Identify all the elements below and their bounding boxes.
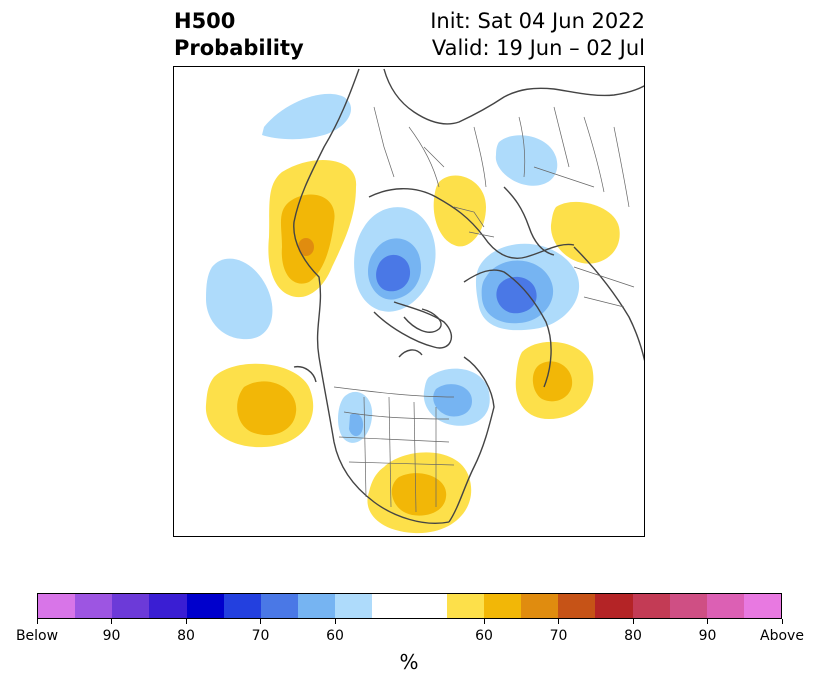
colorbar-segment: [38, 594, 76, 618]
colorbar-tick: [111, 619, 112, 624]
below-ecan-70: [433, 384, 472, 417]
title-variable: H500: [174, 9, 236, 33]
colorbar-tick: [185, 619, 187, 624]
above-npac-70: [237, 381, 297, 436]
colorbar-tick: [632, 619, 634, 624]
coastlines: [293, 68, 644, 524]
below-nepac-60: [206, 258, 273, 340]
colorbar-segment: [372, 594, 410, 618]
colorbar-segment: [558, 594, 596, 618]
colorbar-tick-label: 70: [549, 628, 568, 644]
colorbar-segment: [186, 594, 224, 618]
above-caspian-60: [550, 201, 620, 264]
probability-map: [205, 68, 644, 534]
colorbar-tick-label: Above: [760, 628, 804, 644]
colorbar-tick: [334, 619, 336, 624]
valid-range: Valid: 19 Jun – 02 Jul: [431, 36, 645, 60]
colorbar-segment: [298, 594, 336, 618]
below-barents-80: [496, 276, 537, 314]
title-product: Probability: [174, 36, 304, 60]
colorbar-segment: [112, 594, 150, 618]
colorbar-tick-label: Below: [15, 628, 59, 644]
colorbar-tick-label: 90: [698, 628, 717, 644]
colorbar-segment: [75, 594, 113, 618]
above-atl-70: [532, 361, 573, 402]
colorbar-tick-label: 80: [624, 628, 642, 644]
colorbar-tick-label: 70: [251, 628, 270, 644]
init-date: Init: Sat 04 Jun 2022: [430, 9, 645, 33]
colorbar-segment: [632, 594, 670, 618]
below-bering-60: [262, 93, 352, 140]
above-scand-60: [433, 175, 486, 247]
below-wus-70: [349, 413, 364, 437]
colorbar-segment: [595, 594, 633, 618]
anomaly-shading: [205, 93, 620, 534]
colorbar-segment: [223, 594, 261, 618]
colorbar: [37, 593, 782, 619]
below-eeur-60: [495, 135, 558, 186]
below-esib-80: [376, 254, 411, 292]
colorbar-segment: [260, 594, 299, 618]
map-title: H500 Probability: [174, 8, 304, 62]
colorbar-tick-label: 90: [102, 628, 121, 644]
colorbar-segment: [149, 594, 187, 618]
colorbar-tick: [781, 619, 783, 624]
above-seus-70: [391, 473, 447, 516]
colorbar-segment: [483, 594, 522, 618]
colorbar-segment: [743, 594, 782, 618]
colorbar-tick: [483, 619, 485, 624]
colorbar-tick: [36, 619, 38, 624]
colorbar-tick-label: 60: [326, 628, 344, 644]
colorbar-tick: [260, 619, 261, 624]
map-panel: [173, 66, 645, 537]
colorbar-tick: [707, 619, 708, 624]
above-alaska-80: [298, 238, 314, 256]
colorbar-tick-label: 80: [177, 628, 195, 644]
colorbar-segment: [335, 594, 373, 618]
colorbar-tick-label: 60: [475, 628, 493, 644]
colorbar-segment: [669, 594, 707, 618]
political-borders: [333, 106, 635, 513]
colorbar-segment: [706, 594, 744, 618]
colorbar-segment: [446, 594, 484, 618]
map-dates: Init: Sat 04 Jun 2022 Valid: 19 Jun – 02…: [430, 8, 645, 62]
colorbar-unit: %: [399, 650, 419, 674]
colorbar-tick: [558, 619, 559, 624]
colorbar-segment: [521, 594, 559, 618]
colorbar-segment: [409, 594, 447, 618]
